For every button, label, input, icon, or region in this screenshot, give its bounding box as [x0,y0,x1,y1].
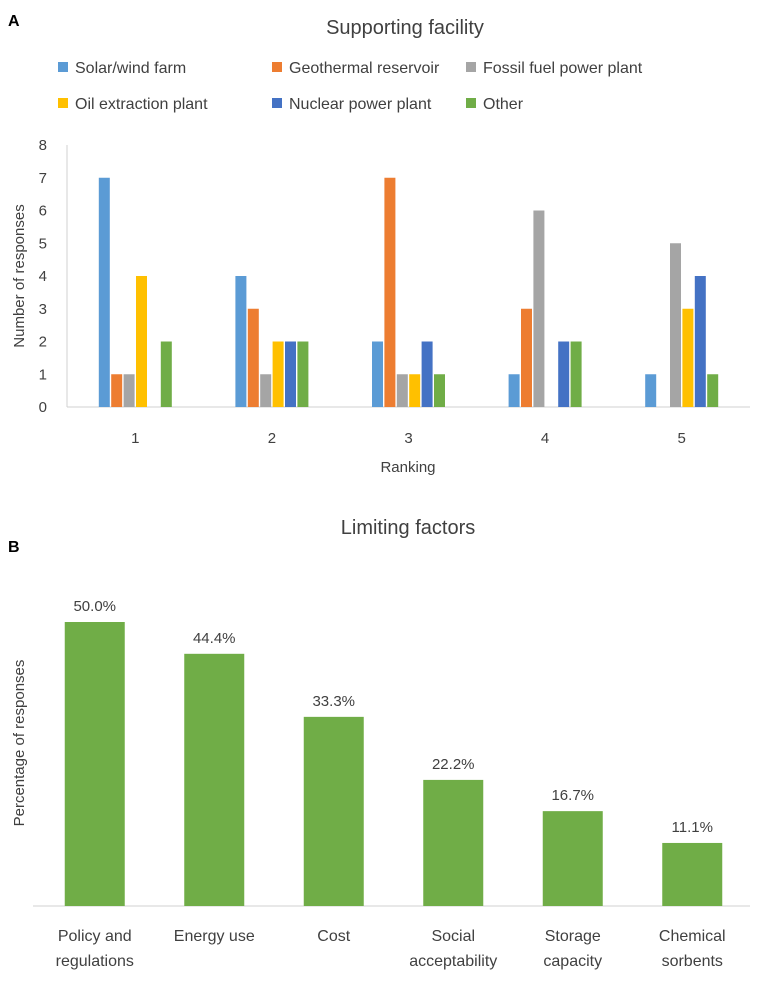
panel-b-y-axis-label: Percentage of responses [11,660,28,827]
category-label: regulations [56,953,134,970]
bar [396,374,408,407]
category-label: sorbents [662,953,723,970]
category-label: Chemical [659,928,726,945]
category-label: acceptability [409,953,497,970]
bar [694,276,706,407]
bar [434,374,445,407]
data-label: 16.7% [551,787,594,804]
y-tick-label: 3 [39,301,47,318]
bar [645,374,657,407]
bar [707,374,719,407]
bar [423,779,484,906]
bar [123,374,135,407]
legend-label: Geothermal reservoir [289,60,440,77]
data-label: 22.2% [432,756,475,773]
bar [521,308,532,407]
y-tick-label: 4 [39,268,47,285]
legend-swatch [58,62,68,72]
panel-b-bars: 50.0% 44.4% 33.3% 22.2% 16.7% 11.1% [64,598,723,906]
y-tick-label: 5 [39,235,47,252]
legend-swatch [466,62,476,72]
legend-swatch [58,98,68,108]
bar [421,341,433,407]
bar [542,811,603,906]
bar [409,374,421,407]
legend-swatch [272,62,282,72]
panel-a-x-axis-label: Ranking [380,459,435,476]
bar [184,653,245,906]
panel-b-letter: B [8,539,20,556]
panel-a-legend: Solar/wind farm Geothermal reservoir Fossi… [58,60,643,113]
panel-a-letter: A [8,13,20,30]
panel-b-title: Limiting factors [341,517,476,539]
legend-swatch [466,98,476,108]
bar [111,374,123,407]
legend-label: Other [483,96,524,113]
legend-label: Oil extraction plant [75,96,208,113]
legend-label: Nuclear power plant [289,96,432,113]
bar [682,308,694,407]
bar [384,177,396,407]
x-tick-label: 4 [541,430,549,447]
data-label: 44.4% [193,630,236,647]
panel-a-chart: A Supporting facility Solar/wind farm Geo… [8,13,750,476]
data-label: 11.1% [672,819,713,836]
y-tick-label: 2 [39,334,47,351]
bar [303,716,364,906]
bar [247,308,259,407]
x-tick-label: 2 [268,430,276,447]
bar [98,177,110,407]
y-tick-label: 6 [39,203,47,220]
panel-b-chart: B Limiting factors Policy and regulations… [8,517,750,970]
bar [533,210,545,407]
category-label: Social [431,928,475,945]
category-label: Storage [545,928,601,945]
bar [297,341,309,407]
bar [662,842,723,906]
bar [64,622,125,906]
bar [285,341,296,407]
panel-b-axes: Policy and regulations Energy use Cost Socia… [33,905,750,970]
x-tick-label: 3 [404,430,412,447]
bar [670,243,681,407]
x-tick-label: 5 [678,430,686,447]
bar [272,341,284,407]
panel-a-title: Supporting facility [326,17,484,39]
y-tick-label: 8 [39,137,47,154]
panel-a-bars [98,177,719,407]
bar [372,341,383,407]
y-tick-label: 7 [39,170,47,187]
bar [558,341,570,407]
x-tick-label: 1 [131,430,139,447]
bar [260,374,272,407]
legend-swatch [272,98,282,108]
bar [570,341,582,407]
data-label: 33.3% [312,693,355,710]
y-tick-label: 0 [39,399,47,416]
category-label: Energy use [174,928,255,945]
legend-label: Solar/wind farm [75,60,186,77]
category-label: Policy and [58,928,132,945]
y-tick-label: 1 [39,366,47,383]
category-label: Cost [317,928,350,945]
bar [235,276,247,407]
legend-label: Fossil fuel power plant [483,60,643,77]
data-label: 50.0% [73,598,116,615]
bar [136,276,147,407]
panel-a-axes: 0 1 2 3 4 5 6 7 8 1 2 3 4 5 [39,137,750,447]
category-label: capacity [543,953,602,970]
bar [508,374,520,407]
panel-a-y-axis-label: Number of responses [11,204,28,347]
bar [160,341,172,407]
